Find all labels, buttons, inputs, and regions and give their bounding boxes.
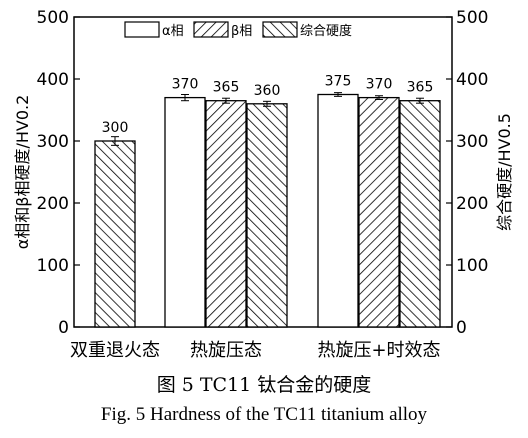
- y-tick-label-left: 300: [37, 132, 69, 152]
- y-tick-label-left: 100: [37, 256, 69, 276]
- y-tick-label-right: 400: [456, 70, 488, 90]
- bar: [358, 96, 400, 328]
- data-label: 360: [254, 83, 281, 99]
- y-tick-label-right: 0: [456, 318, 467, 338]
- data-label: 365: [213, 80, 240, 96]
- bar: [399, 100, 441, 328]
- data-label: 375: [325, 74, 352, 90]
- data-label: 370: [366, 77, 393, 93]
- y-axis-label-right: 综合硬度/HV0.5: [495, 113, 514, 231]
- figure-caption-en: Fig. 5 Hardness of the TC11 titanium all…: [100, 404, 428, 425]
- y-tick-label-left: 0: [58, 318, 69, 338]
- data-label: 365: [407, 80, 434, 96]
- y-axis-right: 0 100 200 300 400 500: [446, 8, 488, 338]
- x-category-label: 双重退火态: [70, 340, 160, 361]
- y-axis-left: 0 100 200 300 400 500: [37, 8, 80, 338]
- bar: [246, 103, 288, 328]
- y-tick-label-right: 200: [456, 194, 488, 214]
- legend: α相 β相 综合硬度: [124, 21, 352, 39]
- y-tick-label-right: 300: [456, 132, 488, 152]
- x-category-label: 热旋压+时效态: [317, 340, 440, 361]
- bars-group: 300 370 365 360 375 370 365: [94, 74, 441, 328]
- y-tick-label-right: 500: [456, 8, 488, 28]
- legend-swatch: [193, 21, 229, 38]
- figure-caption-cn: 图 5 TC11 钛合金的硬度: [156, 374, 372, 396]
- bar: [94, 140, 136, 328]
- bar: [164, 96, 206, 328]
- legend-label: β相: [231, 24, 252, 39]
- y-tick-label-left: 400: [37, 70, 69, 90]
- legend-label: α相: [162, 24, 184, 39]
- bar: [317, 93, 359, 328]
- y-tick-label-left: 500: [37, 8, 69, 28]
- legend-label: 综合硬度: [300, 23, 352, 39]
- x-axis-categories: 双重退火态 热旋压态 热旋压+时效态: [70, 340, 441, 361]
- y-tick-label-right: 100: [456, 256, 488, 276]
- data-label: 300: [102, 120, 129, 136]
- legend-swatch: [262, 21, 298, 38]
- y-tick-label-left: 200: [37, 194, 69, 214]
- bar: [205, 100, 247, 328]
- x-category-label: 热旋压态: [190, 340, 262, 361]
- legend-swatch: [124, 21, 160, 38]
- y-axis-label-left: α相和β相硬度/HV0.2: [13, 95, 32, 250]
- data-label: 370: [172, 77, 199, 93]
